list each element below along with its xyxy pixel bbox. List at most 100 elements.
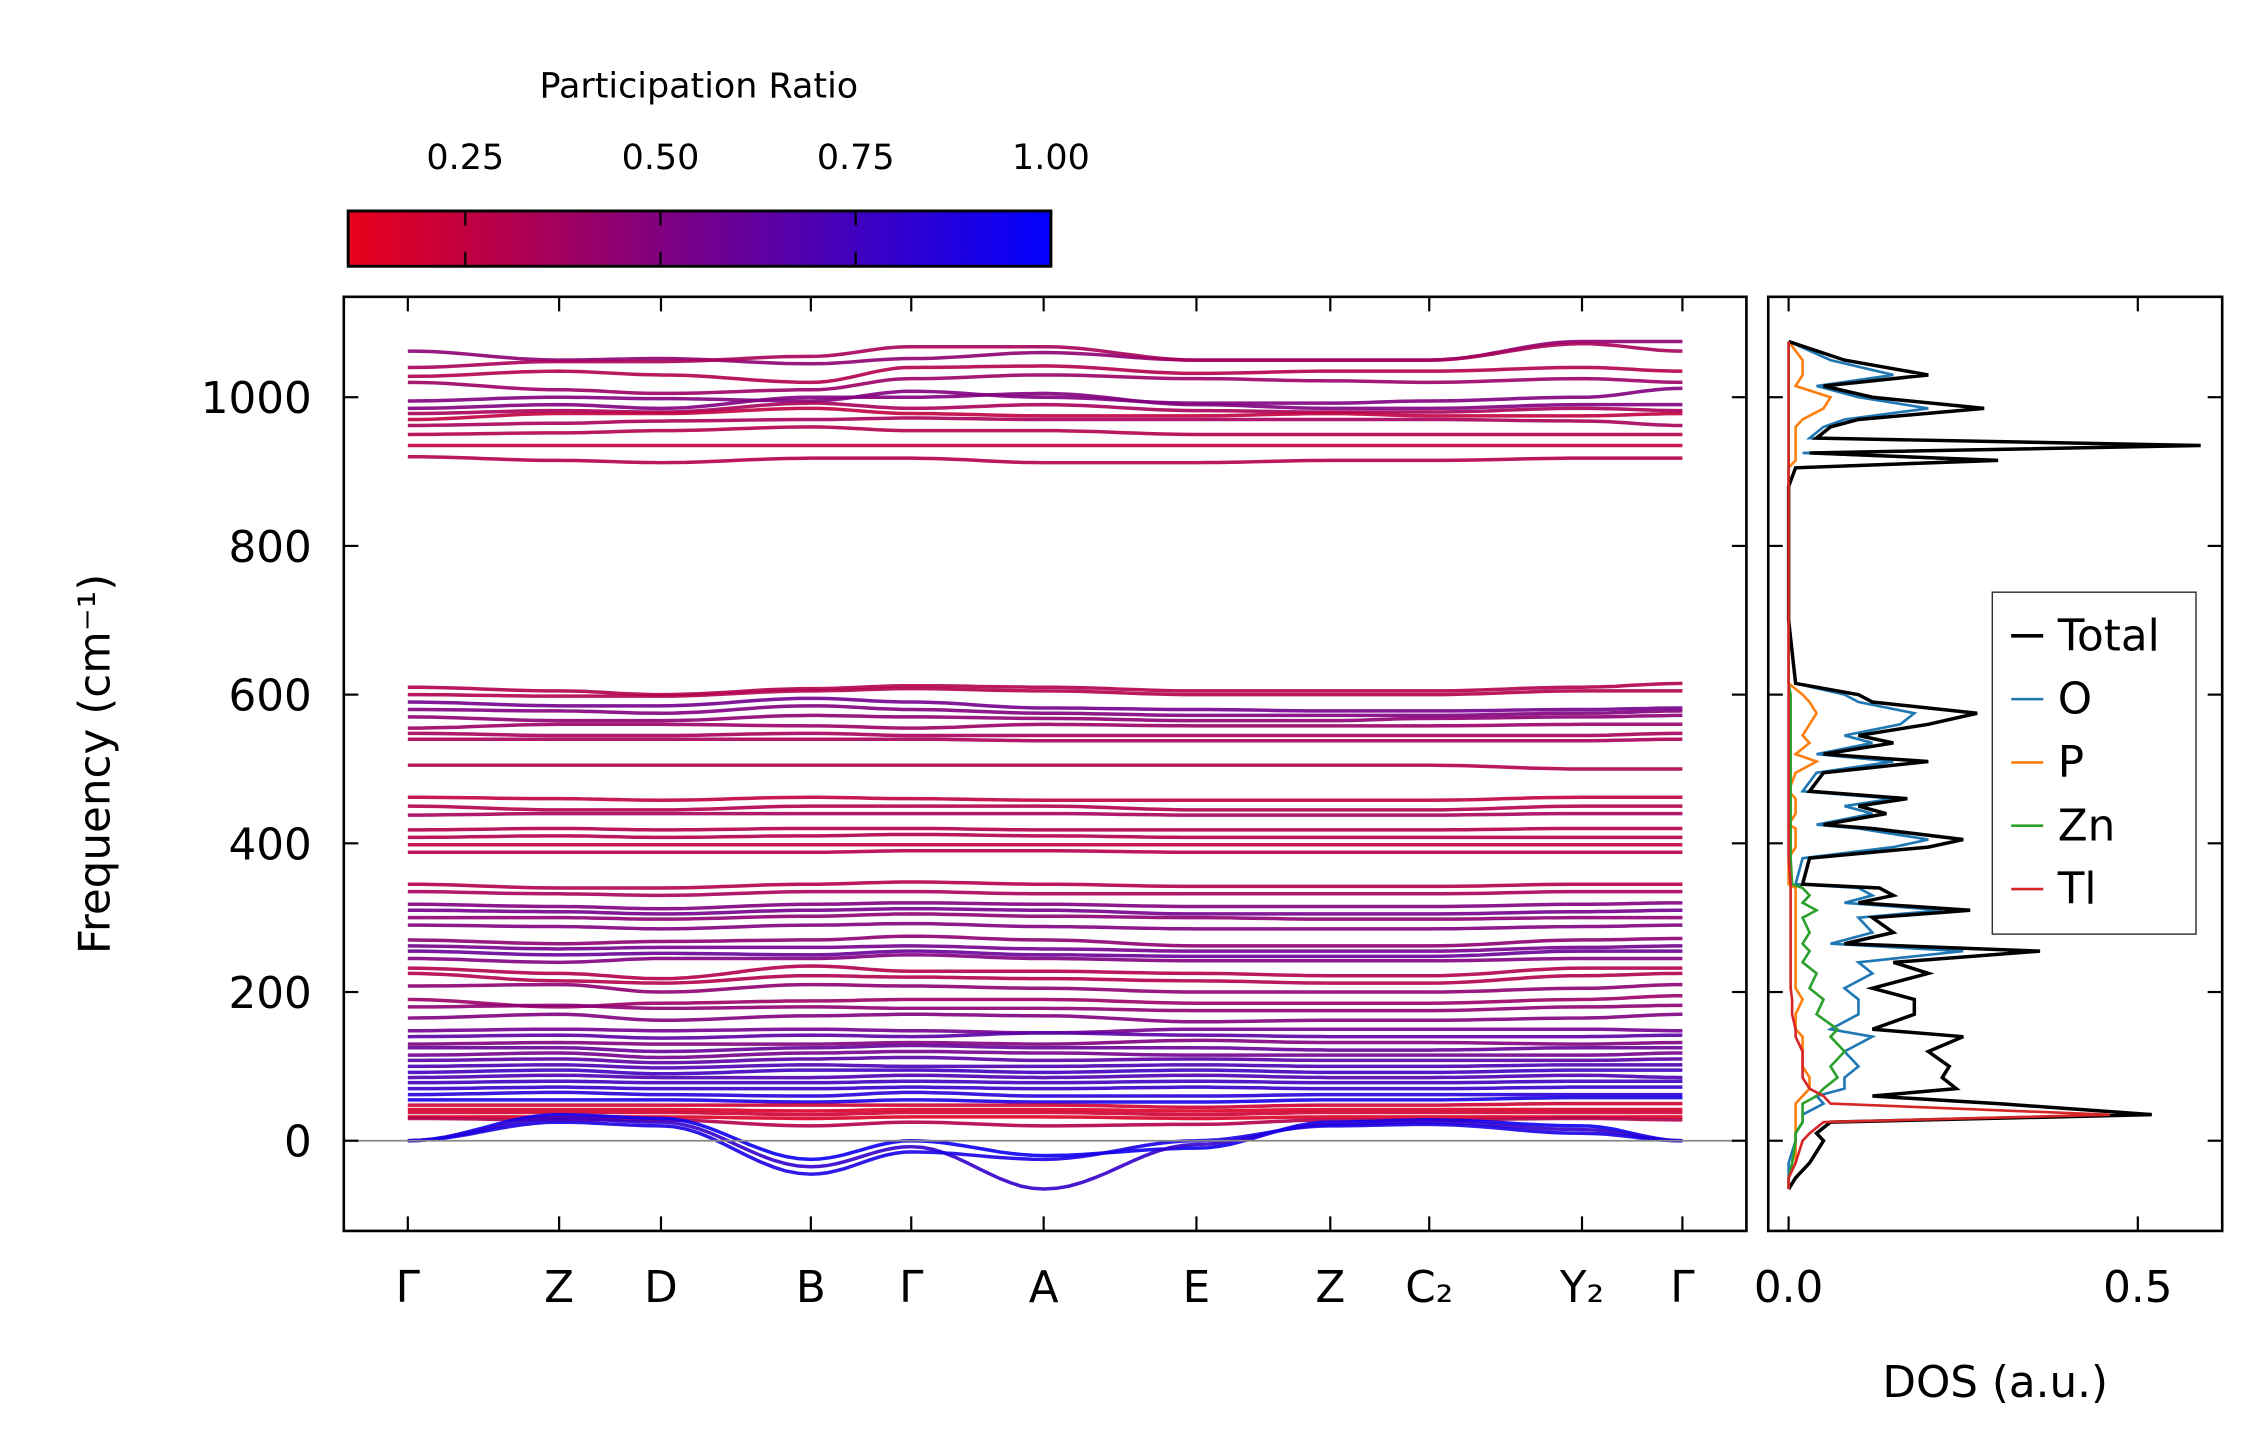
phonon-band xyxy=(407,1073,1683,1080)
phonon-band xyxy=(407,737,1683,743)
phonon-band xyxy=(407,934,1683,948)
x-tick-label: D xyxy=(644,1262,678,1313)
phonon-band xyxy=(407,406,1683,422)
y-tick-label: 200 xyxy=(228,968,311,1019)
phonon-band xyxy=(407,1079,1683,1085)
phonon-band xyxy=(407,696,1683,713)
x-tick-label: Γ xyxy=(1670,1262,1695,1313)
phonon-band xyxy=(407,425,1683,437)
phonon-band xyxy=(407,704,1683,718)
dos-axes-frame xyxy=(1766,295,2224,1233)
legend-label: P xyxy=(2058,737,2084,788)
legend-label: Zn xyxy=(2058,800,2116,851)
phonon-band xyxy=(407,982,1683,994)
band-axes-frame xyxy=(342,295,1748,1233)
phonon-band xyxy=(407,681,1683,697)
phonon-band xyxy=(407,804,1683,812)
dos-x-tick-label: 0.0 xyxy=(1754,1262,1823,1313)
dos-series-total xyxy=(1786,339,2201,1190)
band-axes-ticks: Γ Z D B Γ A E Z C₂ Y₂ Γ 0 200 400 600 800 1000 xyxy=(201,296,2223,1313)
phonon-band xyxy=(407,763,1683,771)
phonon-band xyxy=(407,907,1683,916)
legend-label: Tl xyxy=(2057,864,2097,915)
phonon-band xyxy=(407,1031,1683,1040)
y-tick-label: 0 xyxy=(284,1117,312,1168)
phonon-band xyxy=(407,1012,1683,1024)
phonon-band xyxy=(407,416,1683,428)
phonon-band xyxy=(407,373,1683,396)
x-tick-label: Z xyxy=(544,1262,574,1313)
colorbar-tick-label: 0.75 xyxy=(817,138,895,178)
phonon-band xyxy=(407,944,1683,953)
phonon-band xyxy=(407,1068,1683,1076)
phonon-band xyxy=(407,1090,1683,1098)
phonon-band xyxy=(407,686,1683,698)
x-tick-label: A xyxy=(1029,1262,1059,1313)
legend-label: O xyxy=(2058,674,2092,725)
phonon-band xyxy=(407,1101,1683,1110)
phonon-band xyxy=(407,722,1683,730)
phonon-band xyxy=(407,889,1683,898)
phonon-band xyxy=(407,953,1683,965)
colorbar xyxy=(346,209,1053,268)
phonon-band xyxy=(407,832,1683,840)
phonon-band xyxy=(407,848,1683,854)
x-tick-label: Z xyxy=(1315,1262,1345,1313)
x-tick-label: Γ xyxy=(396,1262,421,1313)
phonon-band xyxy=(407,1003,1683,1013)
phonon-band xyxy=(407,1063,1683,1070)
colorbar-label: Participation Ratio xyxy=(540,66,859,106)
phonon-band xyxy=(407,964,1683,981)
phonon-band xyxy=(407,880,1683,890)
legend-label: Total xyxy=(2057,610,2160,661)
colorbar-tick-label: 0.25 xyxy=(426,138,504,178)
phonon-band xyxy=(407,811,1683,817)
x-tick-label: Y₂ xyxy=(1559,1262,1604,1313)
phonon-band xyxy=(407,341,1683,370)
phonon-band xyxy=(407,1049,1683,1060)
phonon-band xyxy=(407,971,1683,985)
phonon-band xyxy=(407,826,1683,832)
phonon-band xyxy=(407,386,1683,405)
x-tick-label: Γ xyxy=(899,1262,924,1313)
phonon-band xyxy=(407,1112,1683,1162)
x-tick-label: B xyxy=(796,1262,826,1313)
dos-legend: Total OP Zn Tl xyxy=(1991,591,2197,935)
y-axis-label: Frequency (cm⁻¹) xyxy=(70,574,121,954)
colorbar-ticks xyxy=(464,212,857,265)
phonon-band xyxy=(407,912,1683,921)
colorbar-tick-labels: 0.25 0.50 0.75 1.00 xyxy=(426,138,1089,178)
dos-series-p xyxy=(1786,340,1833,1190)
phonon-band xyxy=(407,994,1683,1009)
phonon-band xyxy=(407,454,1683,465)
phonon-band xyxy=(407,713,1683,723)
y-tick-label: 400 xyxy=(228,819,311,870)
y-tick-label: 800 xyxy=(228,522,311,573)
phonon-band xyxy=(407,1043,1683,1054)
phonon-band xyxy=(407,364,1683,385)
phonon-band xyxy=(407,1110,1683,1117)
phonon-band xyxy=(407,1116,1683,1191)
dos-axes-ticks: 0.0 0.5 xyxy=(1754,296,2173,1313)
band-structure-plot xyxy=(407,339,1683,1191)
phonon-band xyxy=(407,1120,1683,1176)
phonon-band xyxy=(407,1055,1683,1065)
phonon-band xyxy=(407,949,1683,959)
phonon-band xyxy=(407,1038,1683,1046)
dos-plot xyxy=(1786,339,2201,1190)
phonon-band xyxy=(407,1095,1683,1104)
dos-x-axis-label: DOS (a.u.) xyxy=(1882,1357,2108,1408)
colorbar-tick-label: 0.50 xyxy=(622,138,700,178)
dos-series-tl xyxy=(1787,341,2110,1190)
phonon-band xyxy=(407,795,1683,802)
y-tick-label: 1000 xyxy=(201,373,312,424)
colorbar-tick-label: 1.00 xyxy=(1012,138,1090,178)
x-tick-label: E xyxy=(1183,1262,1211,1313)
phonon-band xyxy=(407,391,1683,411)
dos-x-tick-label: 0.5 xyxy=(2103,1262,2172,1313)
phonon-band xyxy=(407,731,1683,738)
x-tick-label: C₂ xyxy=(1405,1262,1453,1313)
phonon-band xyxy=(407,921,1683,931)
phonon-band xyxy=(407,901,1683,911)
